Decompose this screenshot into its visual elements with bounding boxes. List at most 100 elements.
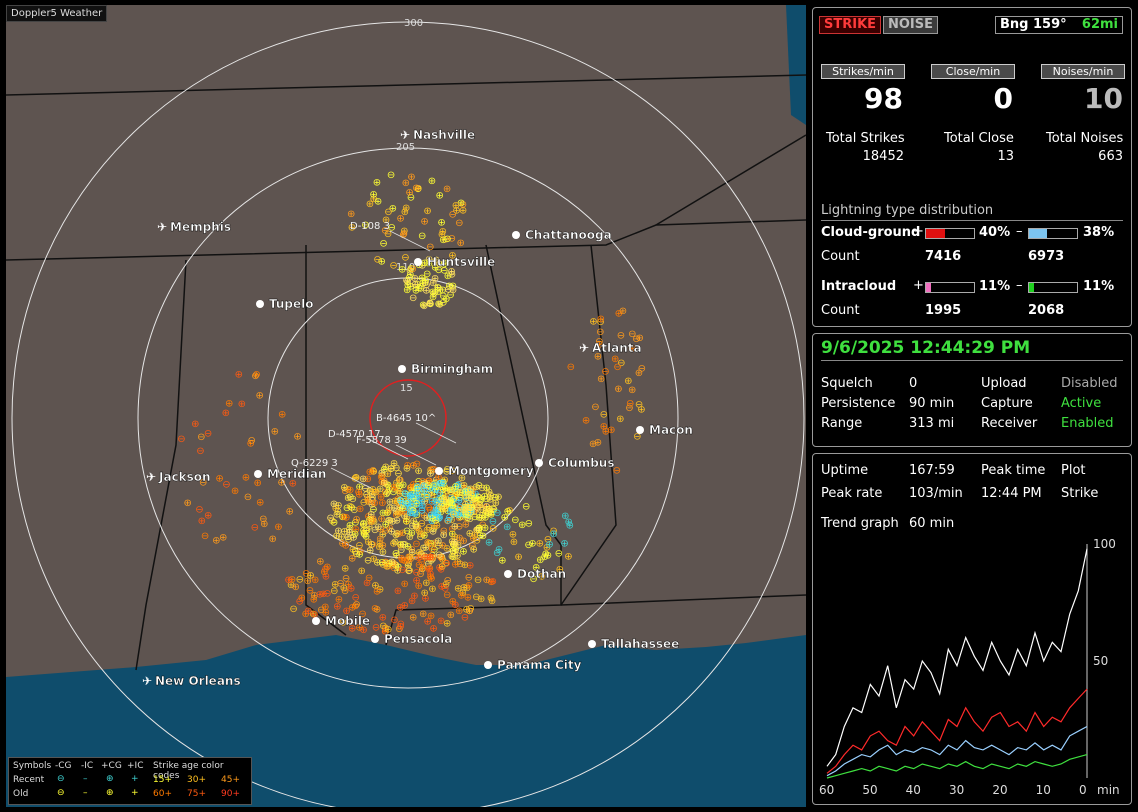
strike-marker: ⊖ [400,503,408,514]
strike-marker: ⊕ [415,548,423,559]
storm-cell-tag[interactable]: B-4645 10^ [376,413,436,424]
strike-marker: ⊖ [432,516,440,527]
strike-marker: ⊕ [391,560,399,571]
strike-marker: ⊕ [439,490,447,501]
strike-marker: ⊕ [438,552,446,563]
strike-marker: ⊕ [426,299,434,310]
strike-marker: ⊖ [473,536,481,547]
strike-marker: ⊖ [412,522,420,533]
strike-button[interactable]: STRIKE [819,16,882,34]
strike-marker: ⊕ [410,496,418,507]
noise-button[interactable]: NOISE [883,16,939,34]
strike-marker: ⊕ [344,493,352,504]
ic-positive-percent: 11% [979,279,1011,294]
strike-marker: ⊖ [544,535,552,546]
storm-cell-tag[interactable]: D-108 3 [350,221,390,232]
strike-marker: ⊕ [397,496,405,507]
strike-marker: ⊖ [465,572,473,583]
ic-negative-bar [1028,282,1078,293]
strike-marker: ⊕ [184,498,192,509]
strike-marker: ⊖ [449,546,457,557]
strike-marker: ⊕ [260,519,268,530]
strike-marker: ⊖ [414,477,422,488]
strike-marker: ⊖ [369,504,377,515]
strike-marker: ⊕ [438,541,446,552]
strike-marker: ⊕ [433,514,441,525]
strike-marker: ⊕ [394,494,402,505]
strike-marker: ⊖ [472,592,480,603]
strike-marker: ⊕ [483,575,491,586]
state-borders [6,74,806,671]
strike-marker: ⊕ [365,521,373,532]
strike-marker: ⊖ [613,465,621,476]
strike-marker: ⊖ [418,549,426,560]
strike-marker: ⊖ [425,522,433,533]
strike-marker: ⊕ [482,505,490,516]
lightning-map[interactable]: 300 205 110 15 ⊖ ⊖ ⊕ ⊕ ⊖ ⊕ ⊖ ⊕ ⊕ ⊕ ⊕ ⊕ ⊕ ⊕ ⊕ ⊕ ⊕ ⊖ ⊕ ⊕ ⊕ ⊕ ⊕ ⊕ ⊖… [6,5,806,807]
strike-marker: ⊕ [449,540,457,551]
strike-marker: ⊕ [406,552,414,563]
strike-marker: ⊕ [504,507,512,518]
strike-marker: ⊖ [442,559,450,570]
age-recent-45: 45+ [221,775,240,785]
strike-marker: ⊕ [421,496,429,507]
strike-marker: ⊕ [589,439,597,450]
strike-marker: ⊖ [433,507,441,518]
strike-marker: ⊕ [418,260,426,271]
strike-marker: ⊕ [541,549,549,560]
storm-cell-tag[interactable]: F-5878 39 [356,435,407,446]
squelch-label: Squelch [821,376,873,391]
receiver-value: Enabled [1061,416,1114,431]
strike-marker: ⊖ [342,573,350,584]
strike-marker: ⊕ [380,465,388,476]
trend-y-label-100: 100 [1093,537,1116,551]
strike-marker: ⊕ [464,487,472,498]
strike-marker: ⊕ [356,547,364,558]
strike-marker: ⊕ [467,502,475,513]
strike-marker: ⊖ [346,501,354,512]
city-label: Birmingham [411,362,493,376]
strike-marker: ⊖ [439,479,447,490]
strike-marker: ⊕ [394,586,402,597]
strike-marker: ⊕ [540,552,548,563]
strike-marker: ⊕ [475,525,483,536]
strike-marker: ⊕ [441,475,449,486]
storm-cell-tag[interactable]: D-4570 17 [328,429,381,440]
strike-marker: ⊕ [334,506,342,517]
strike-marker: ⊖ [445,513,453,524]
strike-marker: ⊕ [439,235,447,246]
strike-marker: ⊕ [467,484,475,495]
strike-marker: ⊖ [426,299,434,310]
strike-marker: ⊕ [398,528,406,539]
strike-marker: ⊕ [377,525,385,536]
storm-cell-tag[interactable]: Q-6229 3 [291,458,338,469]
strike-marker: ⊕ [384,507,392,518]
strike-marker: ⊕ [351,474,359,485]
strike-marker: ⊖ [436,479,444,490]
strike-marker: ⊕ [431,274,439,285]
strike-marker: ⊕ [399,480,407,491]
map-canvas[interactable]: 300 205 110 15 ⊖⊖⊕⊕⊖⊕⊖⊕⊕⊕⊕⊕ ⊕⊕⊕⊕⊕⊖⊕⊕⊕⊕⊕⊕⊖… [6,5,806,807]
strike-marker: ⊕ [421,593,429,604]
strike-marker: ⊕ [373,558,381,569]
strike-marker: ⊕ [254,478,262,489]
receiver-label: Receiver [981,416,1038,431]
strike-marker: ⊕ [288,574,296,585]
strike-marker: ⊖ [259,514,267,525]
strike-marker: ⊖ [450,494,458,505]
strike-marker: ⊕ [476,531,484,542]
strike-marker: ⊕ [370,516,378,527]
strike-marker: ⊕ [363,474,371,485]
strike-marker: ⊕ [615,309,623,320]
airport-icon: ✈ [146,470,156,484]
strike-marker: ⊖ [416,532,424,543]
strike-marker: ⊕ [340,483,348,494]
strike-marker: ⊕ [367,509,375,520]
cg-positive-count: 7416 [925,249,962,264]
strike-marker: ⊕ [492,498,500,509]
strike-marker: ⊕ [372,487,380,498]
strike-marker: ⊖ [449,540,457,551]
strike-marker: ⊖ [476,505,484,516]
strike-marker: ⊕ [269,534,277,545]
city-tallahassee: Tallahassee [588,637,679,651]
